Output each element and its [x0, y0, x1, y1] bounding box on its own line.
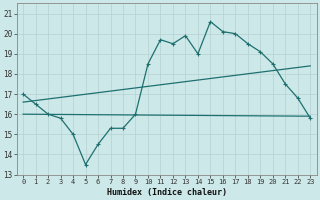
X-axis label: Humidex (Indice chaleur): Humidex (Indice chaleur) [107, 188, 227, 197]
